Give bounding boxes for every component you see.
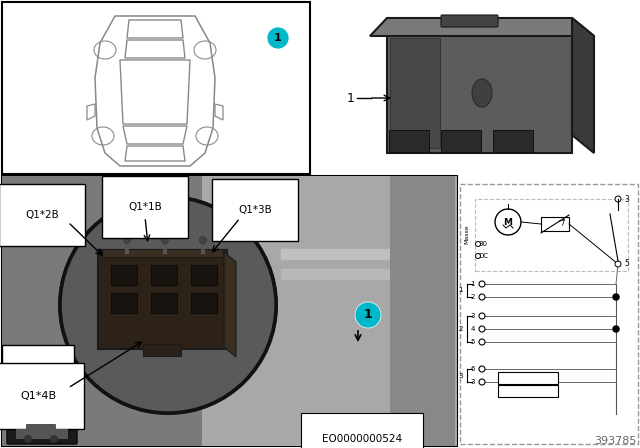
Circle shape — [60, 197, 276, 413]
FancyBboxPatch shape — [98, 250, 227, 349]
Circle shape — [58, 195, 278, 415]
FancyBboxPatch shape — [191, 293, 217, 313]
FancyBboxPatch shape — [151, 293, 177, 313]
Text: Q1*2B: Q1*2B — [25, 210, 59, 220]
FancyBboxPatch shape — [387, 28, 572, 153]
Circle shape — [479, 339, 485, 345]
Text: 3: 3 — [624, 194, 629, 203]
Polygon shape — [120, 60, 190, 124]
FancyBboxPatch shape — [102, 249, 223, 257]
Text: 30: 30 — [479, 241, 488, 247]
Text: Masse: Masse — [465, 224, 470, 244]
Polygon shape — [202, 176, 457, 446]
FancyBboxPatch shape — [7, 418, 77, 444]
Circle shape — [124, 237, 131, 244]
Text: Q1*1B: Q1*1B — [128, 202, 162, 212]
FancyBboxPatch shape — [191, 265, 217, 285]
Polygon shape — [572, 18, 594, 153]
Polygon shape — [2, 176, 202, 446]
FancyBboxPatch shape — [541, 217, 569, 231]
Circle shape — [479, 326, 485, 332]
Text: Q1*3B: Q1*3B — [238, 205, 272, 215]
Text: 1: 1 — [458, 288, 463, 293]
FancyBboxPatch shape — [460, 184, 638, 444]
FancyBboxPatch shape — [26, 424, 56, 432]
Polygon shape — [215, 104, 223, 120]
Text: Q1*4B: Q1*4B — [20, 391, 56, 401]
Circle shape — [24, 435, 32, 443]
Circle shape — [495, 209, 521, 235]
Circle shape — [355, 302, 381, 328]
Text: 5: 5 — [470, 339, 475, 345]
FancyBboxPatch shape — [389, 130, 429, 152]
FancyBboxPatch shape — [111, 265, 137, 285]
Polygon shape — [125, 146, 185, 161]
Circle shape — [479, 313, 485, 319]
Text: 2: 2 — [459, 326, 463, 332]
Polygon shape — [125, 40, 185, 58]
Polygon shape — [370, 18, 594, 36]
FancyBboxPatch shape — [441, 15, 498, 27]
Circle shape — [200, 237, 207, 244]
Circle shape — [479, 281, 485, 287]
Text: 3: 3 — [470, 379, 475, 385]
Text: 4: 4 — [470, 326, 475, 332]
Circle shape — [612, 326, 620, 332]
Text: 3: 3 — [458, 372, 463, 379]
Circle shape — [479, 379, 485, 385]
Polygon shape — [224, 252, 236, 357]
FancyBboxPatch shape — [2, 2, 310, 174]
FancyBboxPatch shape — [16, 429, 68, 439]
Circle shape — [476, 241, 481, 246]
Text: EO0000000524: EO0000000524 — [322, 434, 402, 444]
FancyBboxPatch shape — [151, 265, 177, 285]
Ellipse shape — [472, 79, 492, 107]
Circle shape — [267, 27, 289, 49]
FancyBboxPatch shape — [498, 372, 558, 384]
FancyBboxPatch shape — [475, 199, 628, 271]
FancyBboxPatch shape — [2, 176, 457, 446]
Circle shape — [476, 254, 481, 258]
FancyBboxPatch shape — [441, 130, 481, 152]
Circle shape — [161, 237, 168, 244]
Text: 1: 1 — [470, 281, 475, 287]
Polygon shape — [87, 104, 95, 120]
FancyBboxPatch shape — [280, 248, 450, 260]
Text: 2: 2 — [470, 294, 475, 300]
Polygon shape — [123, 126, 187, 144]
Circle shape — [612, 293, 620, 301]
FancyBboxPatch shape — [143, 344, 181, 356]
Polygon shape — [95, 16, 215, 166]
Polygon shape — [127, 20, 183, 38]
Circle shape — [615, 196, 621, 202]
FancyBboxPatch shape — [280, 268, 450, 280]
Text: M: M — [504, 217, 513, 227]
Circle shape — [479, 366, 485, 372]
Text: 3: 3 — [470, 313, 475, 319]
Text: DC: DC — [478, 253, 488, 259]
Text: 5: 5 — [624, 259, 629, 268]
FancyBboxPatch shape — [390, 38, 440, 148]
Text: 1: 1 — [364, 309, 372, 322]
Text: 1: 1 — [274, 33, 282, 43]
Text: Q1: Q1 — [30, 373, 46, 383]
Circle shape — [479, 294, 485, 300]
Polygon shape — [390, 176, 455, 446]
Text: 1: 1 — [347, 91, 355, 104]
Text: 393785: 393785 — [595, 436, 637, 446]
Text: 6: 6 — [470, 366, 475, 372]
Circle shape — [50, 435, 58, 443]
FancyBboxPatch shape — [111, 293, 137, 313]
FancyBboxPatch shape — [493, 130, 533, 152]
Circle shape — [615, 261, 621, 267]
FancyBboxPatch shape — [498, 385, 558, 397]
